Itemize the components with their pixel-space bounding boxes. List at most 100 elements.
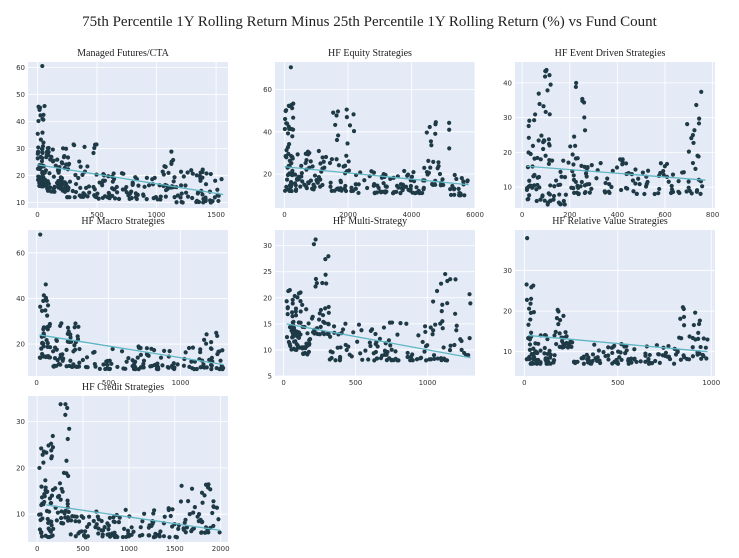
data-point <box>656 352 661 357</box>
data-point <box>454 176 459 182</box>
data-point <box>553 178 559 183</box>
data-point <box>700 352 705 358</box>
data-point <box>54 337 59 342</box>
data-point <box>687 188 692 194</box>
data-point <box>170 507 175 512</box>
data-point <box>327 334 333 339</box>
data-point <box>45 146 50 151</box>
data-point <box>82 144 87 149</box>
data-point <box>68 358 73 363</box>
data-point <box>300 346 305 351</box>
data-point <box>42 494 47 499</box>
data-point <box>156 367 161 372</box>
data-point <box>50 533 55 538</box>
data-point <box>217 530 222 535</box>
data-point <box>322 165 327 170</box>
data-point <box>394 189 399 194</box>
data-point <box>162 514 167 519</box>
data-point <box>38 137 43 142</box>
data-point <box>546 137 551 142</box>
data-point <box>204 332 209 337</box>
data-point <box>310 330 316 335</box>
data-point <box>107 534 113 539</box>
data-point <box>587 190 592 195</box>
data-point <box>334 137 340 143</box>
data-point <box>318 307 324 313</box>
data-point <box>318 177 323 182</box>
x-tick-label: 600 <box>658 211 671 219</box>
data-point <box>192 504 197 510</box>
x-tick-label: 6000 <box>466 211 484 219</box>
data-point <box>686 179 691 184</box>
data-point <box>47 171 52 176</box>
data-point <box>73 172 78 178</box>
data-point <box>152 362 157 368</box>
data-point <box>545 351 550 357</box>
data-point <box>50 433 55 439</box>
data-point <box>72 514 77 519</box>
data-point <box>151 511 156 516</box>
x-tick-label: 1000 <box>172 379 190 387</box>
data-point <box>181 527 186 532</box>
data-point <box>66 185 71 190</box>
data-point <box>329 188 334 193</box>
data-point <box>418 356 423 361</box>
data-point <box>602 189 607 194</box>
data-point <box>285 131 291 136</box>
data-point <box>57 481 63 486</box>
scatter-plot: 0 500 1000 1500 10 20 30 40 50 60 <box>16 62 228 219</box>
data-point <box>287 183 293 188</box>
data-point <box>136 183 141 188</box>
data-point <box>617 355 622 360</box>
data-point <box>614 165 620 170</box>
data-point <box>200 192 205 197</box>
x-tick-label: 1000 <box>702 379 720 387</box>
data-point <box>286 103 291 108</box>
data-point <box>185 499 191 504</box>
data-point <box>45 303 51 308</box>
data-point <box>178 169 184 174</box>
data-point <box>568 144 573 149</box>
data-point <box>412 191 418 196</box>
data-point <box>587 181 592 187</box>
data-point <box>542 74 548 79</box>
data-point <box>314 281 319 286</box>
data-point <box>158 355 164 360</box>
data-point <box>326 310 331 315</box>
data-point <box>132 366 138 371</box>
data-point <box>373 331 378 337</box>
data-point <box>538 157 543 162</box>
data-point <box>39 146 45 152</box>
plot-area <box>515 62 715 208</box>
data-point <box>333 122 338 128</box>
data-point <box>405 350 410 356</box>
x-tick-label: 500 <box>611 379 624 387</box>
data-point <box>657 186 662 192</box>
data-point <box>40 63 45 69</box>
data-point <box>546 191 551 196</box>
data-point <box>581 100 587 105</box>
data-point <box>687 334 692 339</box>
y-tick-label: 10 <box>16 511 25 519</box>
data-point <box>210 510 215 516</box>
data-point <box>409 174 414 180</box>
data-point <box>675 349 680 354</box>
data-point <box>595 355 600 360</box>
data-point <box>38 355 43 360</box>
data-point <box>698 344 703 350</box>
data-point <box>64 458 69 463</box>
data-point <box>589 163 594 168</box>
data-point <box>300 179 305 184</box>
data-point <box>208 171 213 177</box>
data-point <box>576 191 581 196</box>
data-point <box>440 302 445 307</box>
data-point <box>160 363 165 368</box>
data-point <box>529 183 534 189</box>
data-point <box>74 364 79 369</box>
data-point <box>367 340 372 345</box>
data-point <box>316 148 321 154</box>
data-point <box>121 366 126 371</box>
data-point <box>414 185 419 190</box>
data-point <box>171 157 176 163</box>
data-point <box>589 361 594 366</box>
